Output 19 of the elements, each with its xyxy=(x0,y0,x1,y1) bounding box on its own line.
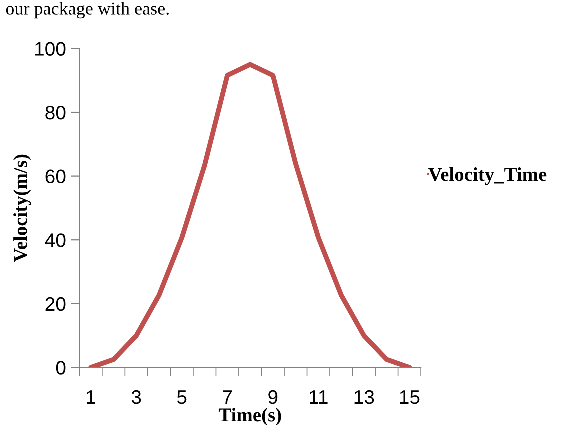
x-tick-label: 9 xyxy=(268,390,278,404)
y-tick-label: 0 xyxy=(56,361,66,375)
x-tick-label: 15 xyxy=(400,390,420,404)
text: our package with ease. xyxy=(6,2,169,19)
y-tick-label: 20 xyxy=(46,297,66,312)
y-tick-label: 40 xyxy=(45,234,66,248)
x-tick-label: 11 xyxy=(310,390,328,404)
x-tick-label: 1 xyxy=(87,390,96,404)
legend-label: Velocity_Time xyxy=(428,168,547,186)
x-tick-label: 7 xyxy=(223,390,232,404)
x-tick-label: 3 xyxy=(132,390,142,404)
y-tick-label: 60 xyxy=(46,170,66,184)
y-axis-title: Velocity(m/s) xyxy=(14,154,32,262)
y-tick-label: 80 xyxy=(46,106,66,120)
x-axis-title: Time(s) xyxy=(218,408,282,426)
x-tick-label: 5 xyxy=(177,390,187,404)
y-tick-label: 100 xyxy=(36,42,66,56)
line-series xyxy=(88,62,412,368)
x-tick-label: 13 xyxy=(354,390,374,404)
